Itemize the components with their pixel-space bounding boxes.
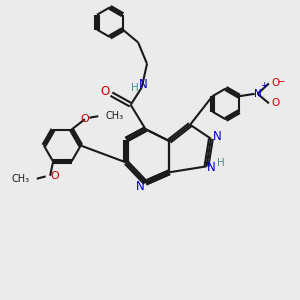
Text: O: O	[100, 85, 110, 98]
Text: H: H	[131, 82, 139, 93]
Text: N: N	[213, 130, 222, 143]
Text: N: N	[254, 89, 262, 99]
Text: +: +	[260, 81, 267, 90]
Text: CH₃: CH₃	[105, 111, 123, 121]
Text: H: H	[218, 158, 225, 168]
Text: −: −	[277, 77, 286, 87]
Text: O: O	[271, 98, 280, 108]
Text: N: N	[136, 180, 145, 193]
Text: O: O	[50, 171, 59, 181]
Text: N: N	[207, 161, 215, 174]
Text: CH₃: CH₃	[12, 174, 30, 184]
Text: O: O	[80, 114, 89, 124]
Text: O: O	[271, 78, 280, 88]
Text: N: N	[139, 77, 148, 91]
